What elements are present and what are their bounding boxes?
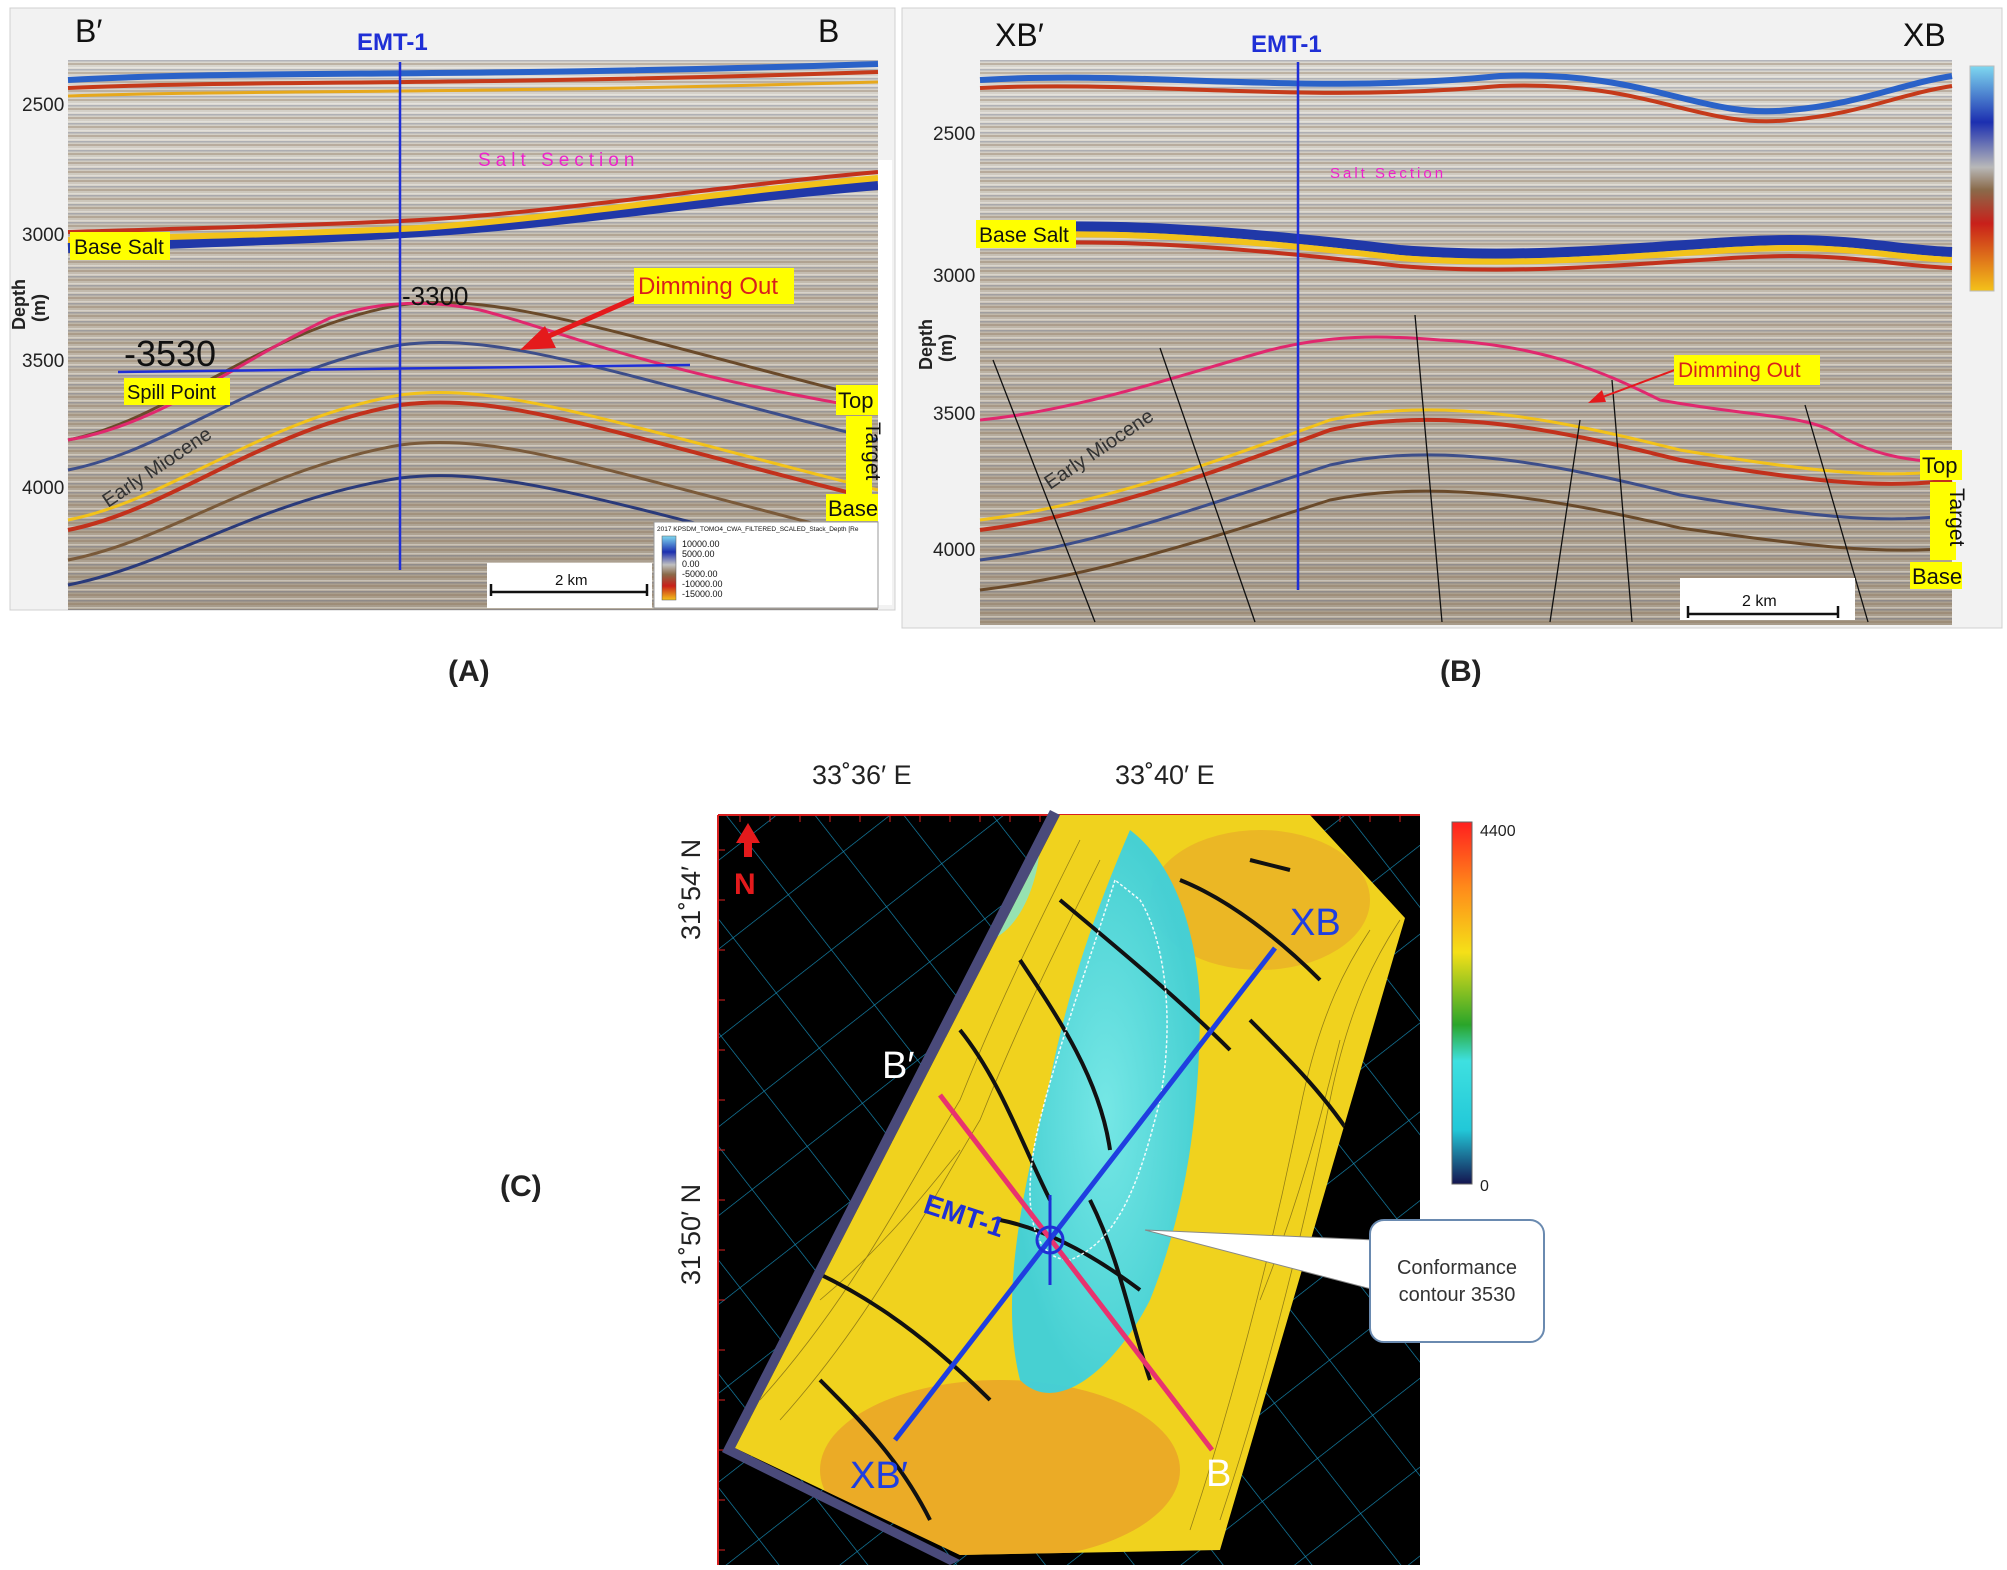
svg-text:0.00: 0.00 [682,559,700,569]
map-label-b: B [1206,1453,1231,1495]
spill-point-label: Spill Point [127,382,216,404]
panel-b: 2500 3000 3500 4000 Depth (m) XB′ XB EMT… [901,7,2003,629]
depth-tick: 4000 [22,478,64,499]
crest-depth-label: -3300 [402,281,469,311]
conformance-contour [1029,878,1168,1261]
callout-line-1: Conformance [1397,1257,1517,1279]
base-salt-label-b: Base Salt [979,224,1069,247]
section-end-left-b: XB′ [995,17,1044,53]
well-label-b: EMT-1 [1251,31,1322,58]
svg-text:5000.00: 5000.00 [682,549,715,559]
depth-label-a: Depth [9,279,29,330]
panel-a: 2500 3000 3500 4000 Depth (m) B′ B EMT-1… [9,7,896,611]
panel-a-depth-axis: 2500 3000 3500 4000 [22,95,64,499]
panel-b-depth-axis: 2500 3000 3500 4000 [933,124,975,561]
lat-label-2: 31˚50′ N [676,1184,706,1285]
amplitude-legend-a: 2017 KPSDM_TOMO4_CWA_FILTERED_SCALED_Sta… [653,521,879,609]
lat-label-1: 31˚54′ N [676,839,706,940]
north-label: N [734,868,756,901]
top-label-b: Top [1922,453,1957,478]
map-label-xb: XB [1290,902,1341,944]
section-line-xb [893,946,1277,1442]
depth-unit-b: (m) [936,334,956,362]
svg-text:2017 KPSDM_TOMO4_CWA_FILTERED_: 2017 KPSDM_TOMO4_CWA_FILTERED_SCALED_Sta… [657,526,859,533]
lon-label-2: 33˚40′ E [1115,760,1215,790]
scale-label-a: 2 km [555,572,588,589]
map-label-xb-prime: XB′ [850,1455,908,1497]
depth-tick: 3500 [22,351,64,372]
svg-text:10000.00: 10000.00 [682,539,720,549]
svg-text:-5000.00: -5000.00 [682,569,718,579]
map-label-b-prime: B′ [882,1045,914,1087]
lon-label-1: 33˚36′ E [812,760,912,790]
dimming-label-a: Dimming Out [638,273,778,300]
base-label-b: Base [1912,564,1962,589]
target-label-b: Target [1945,488,1968,547]
top-target-horizon-b [979,335,1953,464]
depth-tick: 3000 [22,225,64,246]
scale-label-b: 2 km [1742,593,1777,610]
salt-section-label-a: Salt Section [478,150,639,171]
svg-text:-10000.00: -10000.00 [682,579,723,589]
salt-section-label-b: Salt Section [1330,165,1446,182]
base-salt-label-a: Base Salt [74,236,164,259]
top-label-a: Top [838,388,873,413]
section-end-left-a: B′ [75,13,102,49]
callout-line-2: contour 3530 [1399,1284,1516,1306]
panel-c: N XB XB′ B′ B EMT-1 Conformance contour … [676,760,1545,1565]
depth-tick: 2500 [22,95,64,116]
section-end-right-a: B [818,13,839,49]
depth-unit-a: (m) [29,294,49,322]
base-label-a: Base [828,496,878,521]
north-arrow-icon [736,823,760,857]
colorbar-min: 0 [1480,1178,1489,1195]
amplitude-colorbar-b [1969,65,1995,292]
colorbar-max: 4400 [1480,823,1516,840]
target-label-a: Target [861,422,884,481]
caption-a: (A) [448,655,490,688]
depth-tick: 3000 [933,266,975,287]
depth-label-b: Depth [916,319,936,370]
depth-tick: 2500 [933,124,975,145]
caption-b: (B) [1440,655,1482,688]
depth-tick: 4000 [933,540,975,561]
spill-line [117,363,691,374]
depth-colorbar [1451,821,1473,1185]
section-end-right-b: XB [1903,17,1946,53]
caption-c: (C) [500,1170,542,1203]
dimming-label-b: Dimming Out [1678,359,1801,382]
well-label-a: EMT-1 [357,29,428,56]
spill-depth-label: -3530 [124,333,216,374]
scale-box-a [487,563,652,608]
section-line-b [938,1093,1214,1452]
callout-box [1369,1219,1545,1343]
depth-tick: 3500 [933,404,975,425]
svg-text:-15000.00: -15000.00 [682,589,723,599]
